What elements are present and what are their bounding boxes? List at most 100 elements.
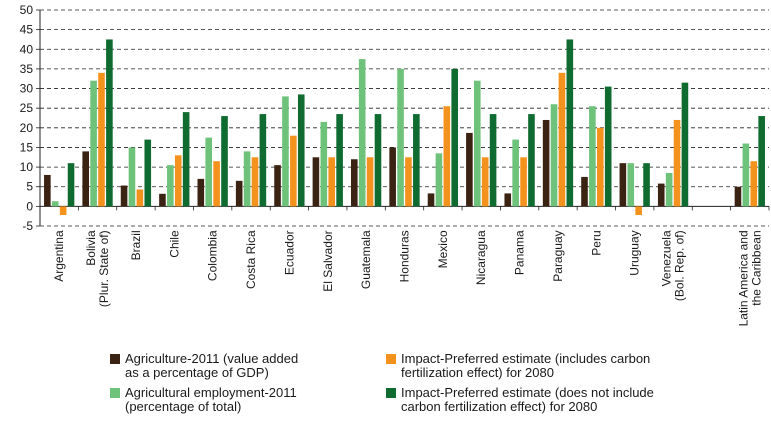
bar: [90, 80, 97, 207]
legend-swatch: [386, 354, 396, 364]
bar: [750, 161, 758, 207]
bar: [581, 176, 588, 207]
y-tick-label: 20: [20, 121, 34, 135]
x-tick-label: Argentina: [52, 230, 66, 282]
y-tick-label: 0: [26, 199, 33, 213]
x-tick-label: Venezuela: [660, 230, 674, 286]
x-tick-label: Costa Rica: [244, 230, 258, 289]
bar: [504, 193, 512, 207]
bar: [328, 157, 336, 207]
x-tick-label: Paraguay: [551, 230, 565, 281]
bar: [312, 157, 320, 207]
bar: [734, 186, 742, 207]
bar: [589, 106, 596, 207]
legend-swatch: [110, 354, 120, 364]
x-tick-label: Bolivia: [84, 230, 98, 266]
y-tick-label: 25: [20, 101, 34, 115]
bar: [221, 116, 228, 207]
bar: [627, 163, 635, 207]
bar: [596, 127, 604, 207]
bar: [44, 174, 51, 207]
bar: [59, 206, 67, 216]
bar: [136, 189, 144, 207]
bar: [604, 86, 612, 207]
bar: [182, 112, 190, 207]
bar: [413, 114, 420, 207]
x-tick-label: El Salvador: [321, 230, 335, 291]
bar: [98, 72, 105, 207]
bar: [297, 94, 305, 207]
legend-label: Agricultural employment-2011: [125, 385, 297, 400]
bar: [336, 114, 343, 207]
x-tick-label: Peru: [589, 230, 603, 255]
bar: [528, 114, 535, 207]
bar: [473, 80, 481, 207]
bar: [159, 193, 166, 207]
y-tick-label: 40: [20, 42, 34, 56]
bar: [558, 72, 566, 207]
gridlines: [40, 9, 769, 227]
x-tick-label: Nicaragua: [474, 230, 488, 285]
bar: [427, 193, 435, 207]
bar: [290, 135, 297, 207]
bar: [643, 163, 650, 207]
bar: [213, 161, 220, 207]
bar: [389, 147, 396, 207]
x-tick-label: Latin America and: [736, 230, 750, 326]
bar: [550, 104, 558, 207]
legend-label: Agriculture-2011 (value added: [125, 351, 298, 366]
legend-label: Impact-Preferred estimate (does not incl…: [401, 385, 654, 400]
y-tick-label: 15: [20, 140, 34, 154]
x-tick-label: Ecuador: [282, 230, 296, 275]
bar: [542, 119, 550, 207]
bar: [520, 157, 527, 207]
bar: [243, 151, 251, 207]
x-tick-label: Chile: [167, 230, 181, 258]
x-tick-label: (Bol. Rep. of): [673, 230, 687, 301]
bars: [44, 39, 765, 216]
y-tick-label: 30: [20, 82, 34, 96]
bar: [681, 82, 689, 207]
legend-label: Impact-Preferred estimate (includes carb…: [401, 351, 650, 366]
bar: [657, 183, 665, 207]
y-tick-label: 5: [26, 180, 33, 194]
bar: [366, 157, 374, 207]
legend-swatch: [110, 388, 120, 398]
bar: [435, 153, 443, 207]
y-tick-label: 35: [20, 62, 34, 76]
x-tick-labels: Argentina Bolivia (Plur. State of) Brazil Ch…: [52, 230, 763, 326]
y-tick-label: -5: [22, 219, 33, 233]
y-tick-labels: -5 0 5 10 15 20 25 30 35 40 45 50: [20, 3, 34, 233]
bar: [67, 163, 75, 207]
bar: [282, 96, 289, 207]
bar: [259, 114, 267, 207]
bar: [274, 165, 281, 207]
bar: [481, 157, 489, 207]
bar: [144, 139, 152, 207]
y-tick-label: 45: [20, 23, 34, 37]
bar: [205, 137, 213, 207]
x-tick-label: Uruguay: [628, 230, 642, 275]
bar: [512, 139, 519, 207]
bar: [350, 159, 358, 207]
bar: [174, 155, 182, 207]
x-tick-label: (Plur. State of): [97, 230, 111, 307]
legend-label: as a percentage of GDP): [125, 365, 269, 380]
bar: [358, 59, 366, 207]
bar: [397, 68, 404, 207]
bar: [742, 143, 750, 207]
bar: [167, 165, 174, 207]
x-tick-label: the Caribbean: [749, 230, 763, 305]
bar: [251, 157, 259, 207]
bar: [374, 114, 382, 207]
bar: [665, 172, 673, 207]
bar: [673, 119, 681, 207]
bar: [635, 206, 642, 216]
x-tick-label: Brazil: [129, 230, 143, 260]
bar: [566, 39, 574, 207]
y-tick-label: 10: [20, 160, 34, 174]
legend-label: carbon fertilization effect) for 2080: [401, 399, 597, 414]
legend-label: fertilization effect) for 2080: [401, 365, 554, 380]
